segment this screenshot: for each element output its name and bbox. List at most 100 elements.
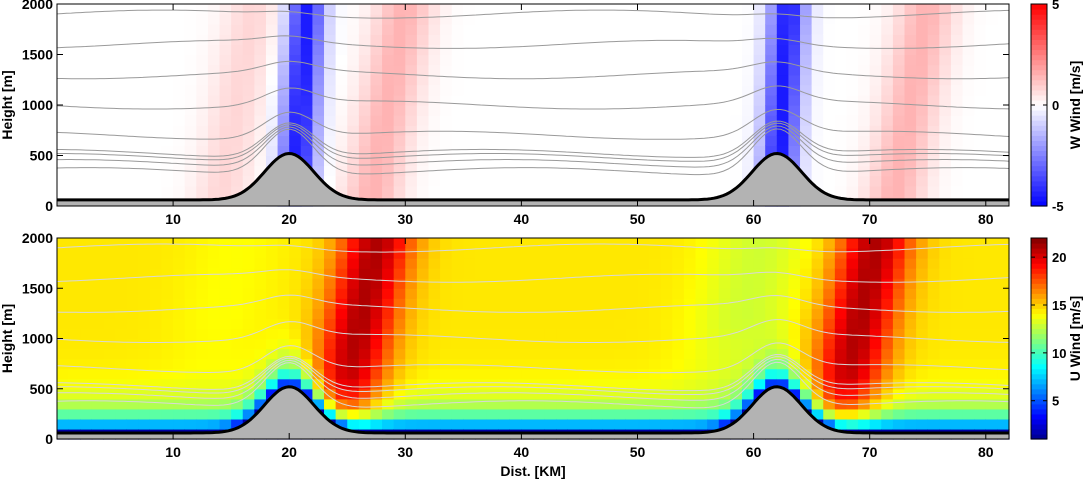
heatmap-cell xyxy=(173,135,186,146)
heatmap-cell xyxy=(881,175,894,187)
heatmap-cell xyxy=(660,338,673,350)
heatmap-cell xyxy=(324,135,337,146)
heatmap-cell xyxy=(544,248,557,259)
heatmap-cell xyxy=(834,318,848,330)
isoline xyxy=(57,353,1010,392)
heatmap-cell xyxy=(800,268,813,279)
heatmap-cell xyxy=(312,308,325,319)
isoline xyxy=(56,342,1010,374)
heatmap-cell xyxy=(312,278,325,289)
heatmap-cell xyxy=(695,34,708,45)
heatmap-cell xyxy=(846,34,859,45)
heatmap-cell xyxy=(858,64,871,76)
heatmap-cell xyxy=(196,288,209,299)
heatmap-cell xyxy=(509,64,522,76)
heatmap-cell xyxy=(196,268,209,279)
heatmap-cell xyxy=(730,368,743,380)
heatmap-cell xyxy=(463,328,476,340)
heatmap-cell xyxy=(91,408,105,420)
heatmap-cell xyxy=(962,408,975,420)
heatmap-cell xyxy=(800,398,813,410)
heatmap-cell xyxy=(405,328,418,340)
heatmap-cell xyxy=(149,268,163,279)
heatmap-cell xyxy=(521,418,534,430)
heatmap-cell xyxy=(509,115,522,126)
heatmap-cell xyxy=(823,378,836,390)
heatmap-cell xyxy=(68,308,81,319)
colorbar-step xyxy=(1031,89,1047,96)
heatmap-cell xyxy=(103,408,116,420)
heatmap-cell xyxy=(196,408,209,420)
heatmap-cell xyxy=(451,4,464,15)
heatmap-cell xyxy=(300,388,314,400)
heatmap-cell xyxy=(881,368,894,380)
heatmap-cell xyxy=(463,298,476,309)
heatmap-cell xyxy=(474,388,488,400)
heatmap-cell xyxy=(579,185,592,197)
heatmap-cell xyxy=(347,388,360,400)
heatmap-cell xyxy=(556,135,569,146)
heatmap-cell xyxy=(892,4,906,15)
heatmap-cell xyxy=(509,125,522,136)
colorbar-step xyxy=(1031,64,1047,71)
heatmap-cell xyxy=(231,278,244,289)
heatmap-cell xyxy=(393,24,406,35)
heatmap-cell xyxy=(904,84,917,96)
heatmap-cell xyxy=(707,74,720,86)
heatmap-cell xyxy=(823,125,836,136)
heatmap-cell xyxy=(602,64,615,76)
heatmap-cell xyxy=(683,74,697,86)
heatmap-cell xyxy=(974,14,987,25)
heatmap-cell xyxy=(300,238,314,249)
colorbar-step xyxy=(1031,180,1047,187)
heatmap-cell xyxy=(730,288,743,299)
heatmap-cell xyxy=(474,105,488,116)
heatmap-cell xyxy=(115,165,128,177)
heatmap-cell xyxy=(660,278,673,289)
heatmap-cell xyxy=(730,278,743,289)
heatmap-cell xyxy=(80,64,93,76)
heatmap-cell xyxy=(370,74,383,86)
heatmap-cell xyxy=(138,155,151,167)
heatmap-cell xyxy=(196,115,209,126)
heatmap-cell xyxy=(265,328,279,340)
heatmap-cell xyxy=(91,125,105,136)
heatmap-cell xyxy=(393,175,406,187)
heatmap-cell xyxy=(939,248,952,259)
heatmap-cell xyxy=(927,358,940,370)
heatmap-cell xyxy=(707,64,720,76)
heatmap-cell xyxy=(498,84,511,96)
heatmap-cell xyxy=(161,268,174,279)
heatmap-cell xyxy=(823,84,836,96)
heatmap-cell xyxy=(800,258,813,269)
heatmap-cell xyxy=(730,408,743,420)
heatmap-cell xyxy=(486,185,499,197)
heatmap-cell xyxy=(184,418,197,430)
heatmap-cell xyxy=(115,145,128,157)
heatmap-cell xyxy=(451,278,464,289)
heatmap-cell xyxy=(916,54,929,66)
heatmap-cell xyxy=(881,318,894,330)
heatmap-cell xyxy=(614,105,627,116)
colorbar-step xyxy=(1031,110,1047,116)
heatmap-cell xyxy=(440,115,453,126)
heatmap-cell xyxy=(416,408,430,420)
heatmap-cell xyxy=(219,388,232,400)
heatmap-cell xyxy=(382,418,395,430)
heatmap-cell xyxy=(115,14,128,25)
heatmap-cell xyxy=(533,34,546,45)
heatmap-cell xyxy=(765,44,778,56)
heatmap-cell xyxy=(974,318,987,330)
heatmap-cell xyxy=(974,4,987,15)
heatmap-cell xyxy=(997,338,1010,350)
heatmap-cell xyxy=(103,368,116,380)
heatmap-cell xyxy=(544,278,557,289)
heatmap-cell xyxy=(858,44,871,56)
heatmap-cell xyxy=(846,248,859,259)
heatmap-cell xyxy=(103,298,116,309)
heatmap-cell xyxy=(916,34,929,45)
heatmap-cell xyxy=(80,135,93,146)
heatmap-cell xyxy=(126,135,139,146)
heatmap-cell xyxy=(753,338,766,350)
